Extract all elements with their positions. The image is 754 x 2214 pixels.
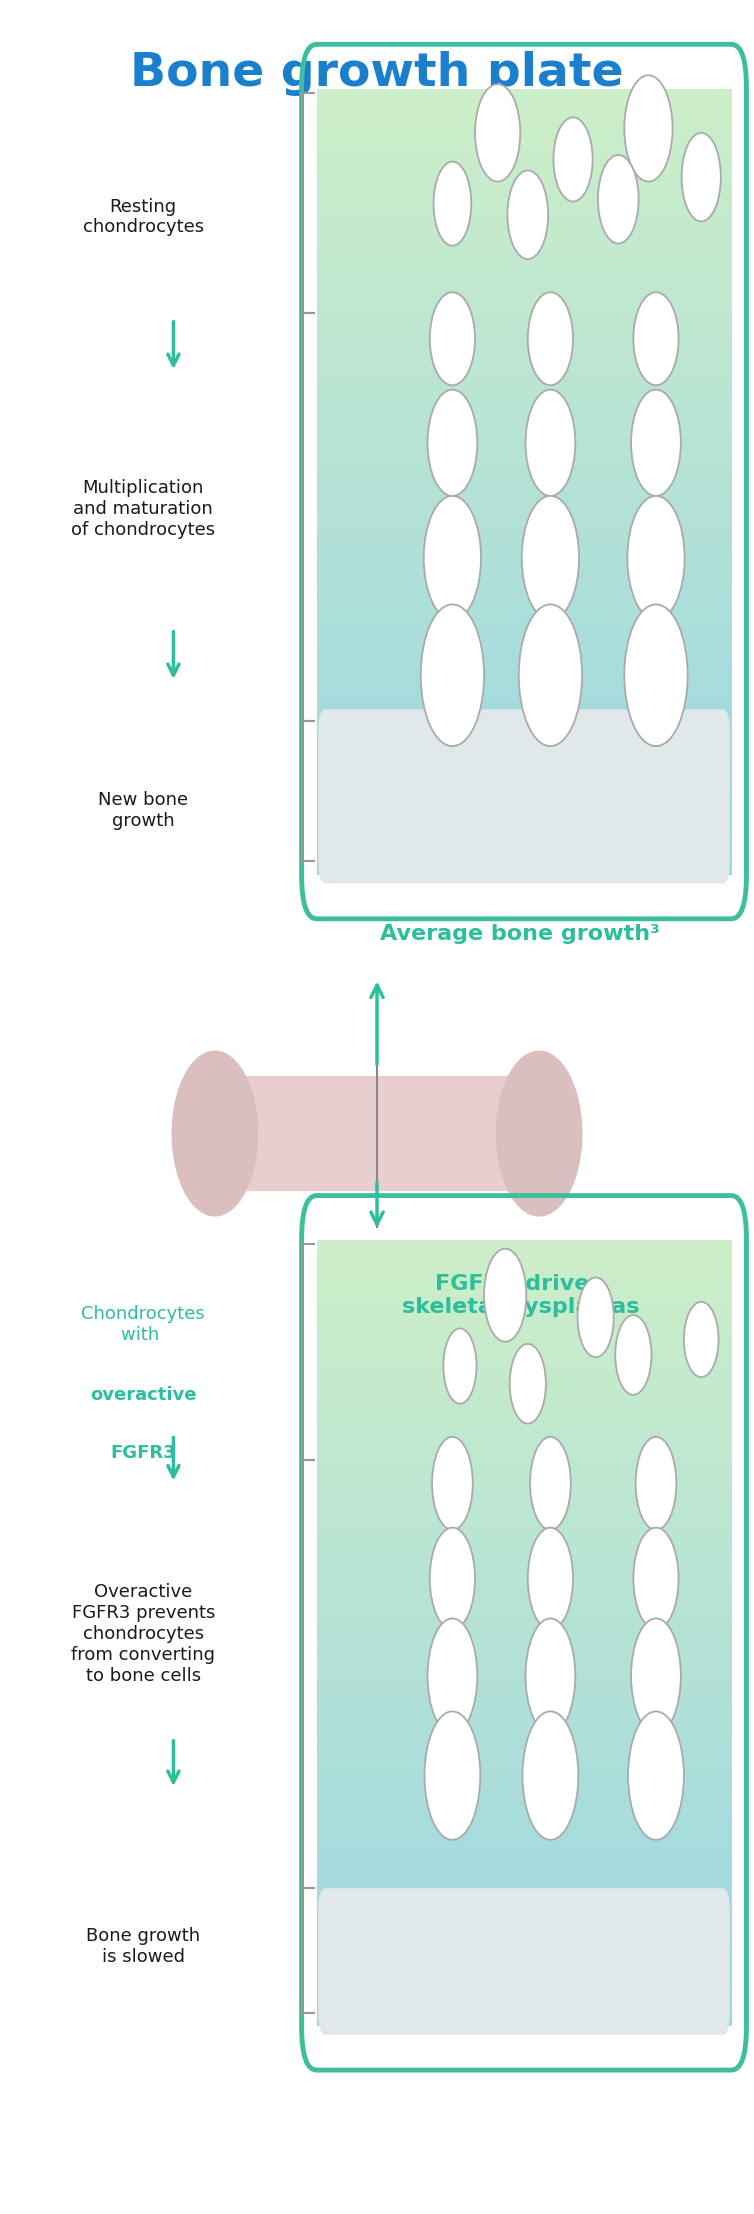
- FancyBboxPatch shape: [9, 11, 745, 2203]
- Ellipse shape: [624, 604, 688, 746]
- Ellipse shape: [627, 496, 685, 620]
- Text: Bone growth
is slowed: Bone growth is slowed: [86, 1926, 201, 1966]
- Text: FGFR3: FGFR3: [110, 1444, 176, 1461]
- Text: Chondrocytes
with: Chondrocytes with: [81, 1304, 205, 1344]
- Ellipse shape: [484, 1249, 526, 1342]
- Ellipse shape: [523, 1711, 578, 1840]
- Ellipse shape: [528, 1528, 573, 1630]
- Text: Overactive
FGFR3 prevents
chondrocytes
from converting
to bone cells: Overactive FGFR3 prevents chondrocytes f…: [72, 1583, 215, 1685]
- Text: Average bone growth³: Average bone growth³: [380, 923, 661, 945]
- Ellipse shape: [528, 292, 573, 385]
- Ellipse shape: [434, 162, 471, 246]
- Ellipse shape: [428, 1618, 477, 1734]
- Ellipse shape: [636, 1437, 676, 1530]
- Text: FGFR3-driven
skeletal dysplasias: FGFR3-driven skeletal dysplasias: [402, 1273, 639, 1317]
- Text: Multiplication
and maturation
of chondrocytes: Multiplication and maturation of chondro…: [71, 480, 216, 538]
- Ellipse shape: [624, 75, 673, 182]
- Ellipse shape: [682, 133, 721, 221]
- Ellipse shape: [553, 117, 593, 201]
- Text: Resting
chondrocytes: Resting chondrocytes: [83, 197, 204, 237]
- Ellipse shape: [598, 155, 639, 244]
- Ellipse shape: [578, 1277, 614, 1357]
- Ellipse shape: [428, 390, 477, 496]
- Ellipse shape: [432, 1437, 473, 1530]
- Ellipse shape: [510, 1344, 546, 1424]
- Ellipse shape: [421, 604, 484, 746]
- Ellipse shape: [522, 496, 579, 620]
- FancyBboxPatch shape: [318, 1889, 730, 2035]
- Ellipse shape: [496, 1049, 583, 1218]
- Ellipse shape: [526, 1618, 575, 1734]
- Ellipse shape: [519, 604, 582, 746]
- Ellipse shape: [633, 292, 679, 385]
- Ellipse shape: [430, 292, 475, 385]
- Ellipse shape: [631, 1618, 681, 1734]
- Ellipse shape: [443, 1328, 477, 1404]
- FancyBboxPatch shape: [318, 708, 730, 883]
- Ellipse shape: [424, 496, 481, 620]
- Ellipse shape: [530, 1437, 571, 1530]
- Ellipse shape: [526, 390, 575, 496]
- Text: overactive: overactive: [90, 1386, 197, 1404]
- Ellipse shape: [172, 1049, 258, 1218]
- Ellipse shape: [430, 1528, 475, 1630]
- Ellipse shape: [633, 1528, 679, 1630]
- Ellipse shape: [615, 1315, 651, 1395]
- Text: Bone growth plate: Bone growth plate: [130, 51, 624, 95]
- Text: New bone
growth: New bone growth: [98, 790, 188, 830]
- Ellipse shape: [628, 1711, 684, 1840]
- Ellipse shape: [425, 1711, 480, 1840]
- Ellipse shape: [475, 84, 520, 182]
- FancyBboxPatch shape: [213, 1076, 541, 1191]
- Ellipse shape: [684, 1302, 719, 1377]
- Ellipse shape: [507, 170, 548, 259]
- Ellipse shape: [631, 390, 681, 496]
